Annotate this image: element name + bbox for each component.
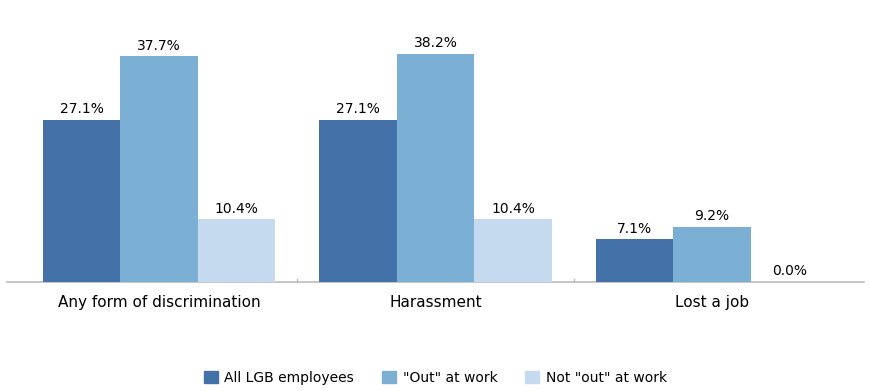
Bar [397,54,474,282]
Text: 27.1%: 27.1% [336,102,380,116]
Text: 0.0%: 0.0% [772,264,807,278]
Text: 7.1%: 7.1% [617,222,652,235]
Bar [198,219,275,282]
Text: 37.7%: 37.7% [137,39,181,53]
Text: 9.2%: 9.2% [694,209,730,223]
Bar [596,239,673,282]
Text: 10.4%: 10.4% [491,202,535,216]
Bar [320,120,397,282]
Legend: All LGB employees, "Out" at work, Not "out" at work: All LGB employees, "Out" at work, Not "o… [198,365,673,391]
Bar [43,120,120,282]
Bar [120,56,198,282]
Bar [673,227,751,282]
Text: 38.2%: 38.2% [414,36,457,50]
Text: 10.4%: 10.4% [214,202,259,216]
Text: 27.1%: 27.1% [59,102,104,116]
Bar [474,219,551,282]
